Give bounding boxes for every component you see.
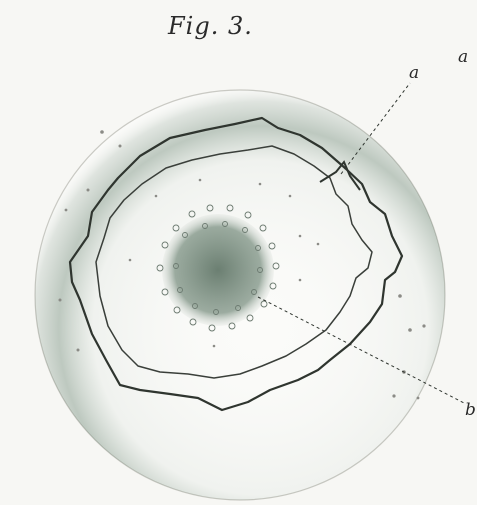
label-b: b bbox=[465, 400, 476, 420]
central-cluster bbox=[162, 214, 274, 326]
cluster-granules bbox=[156, 204, 280, 332]
outer-membrane-outline bbox=[68, 116, 404, 412]
label-a: a bbox=[409, 63, 420, 83]
pointer-line-b bbox=[257, 296, 467, 405]
figure-title: Fig. 3. bbox=[168, 12, 253, 40]
scattered-granules bbox=[58, 130, 426, 400]
pointer-line-a bbox=[340, 82, 411, 175]
label-a-corner: a bbox=[458, 47, 469, 67]
inner-membrane-outline bbox=[95, 145, 373, 379]
membrane-notch bbox=[319, 160, 361, 191]
